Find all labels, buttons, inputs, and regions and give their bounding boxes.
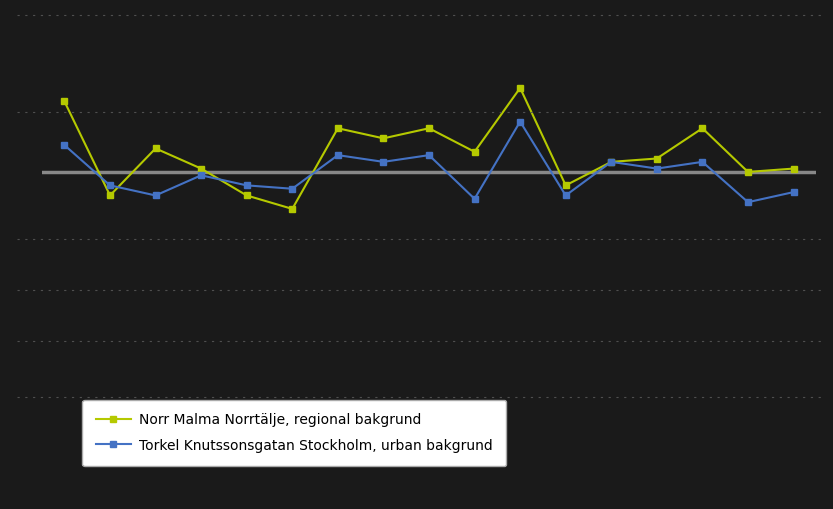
Torkel Knutssonsgatan Stockholm, urban bakgrund — [333, 152, 343, 158]
Torkel Knutssonsgatan Stockholm, urban bakgrund — [652, 165, 662, 172]
Norr Malma Norrtälje, regional bakgrund — [242, 192, 252, 199]
Torkel Knutssonsgatan Stockholm, urban bakgrund — [697, 159, 707, 165]
Norr Malma Norrtälje, regional bakgrund — [789, 165, 799, 172]
Norr Malma Norrtälje, regional bakgrund — [606, 159, 616, 165]
Torkel Knutssonsgatan Stockholm, urban bakgrund — [105, 182, 115, 188]
Legend: Norr Malma Norrtälje, regional bakgrund, Torkel Knutssonsgatan Stockholm, urban : Norr Malma Norrtälje, regional bakgrund,… — [82, 400, 506, 466]
Torkel Knutssonsgatan Stockholm, urban bakgrund — [424, 152, 434, 158]
Torkel Knutssonsgatan Stockholm, urban bakgrund — [287, 186, 297, 192]
Norr Malma Norrtälje, regional bakgrund — [378, 135, 388, 142]
Norr Malma Norrtälje, regional bakgrund — [196, 165, 206, 172]
Torkel Knutssonsgatan Stockholm, urban bakgrund — [606, 159, 616, 165]
Norr Malma Norrtälje, regional bakgrund — [424, 125, 434, 131]
Torkel Knutssonsgatan Stockholm, urban bakgrund — [561, 192, 571, 199]
Norr Malma Norrtälje, regional bakgrund — [333, 125, 343, 131]
Torkel Knutssonsgatan Stockholm, urban bakgrund — [470, 196, 480, 202]
Norr Malma Norrtälje, regional bakgrund — [151, 146, 161, 152]
Line: Norr Malma Norrtälje, regional bakgrund: Norr Malma Norrtälje, regional bakgrund — [62, 85, 796, 212]
Norr Malma Norrtälje, regional bakgrund — [697, 125, 707, 131]
Norr Malma Norrtälje, regional bakgrund — [470, 149, 480, 155]
Norr Malma Norrtälje, regional bakgrund — [561, 182, 571, 188]
Norr Malma Norrtälje, regional bakgrund — [743, 169, 753, 175]
Norr Malma Norrtälje, regional bakgrund — [652, 155, 662, 161]
Norr Malma Norrtälje, regional bakgrund — [59, 98, 69, 104]
Norr Malma Norrtälje, regional bakgrund — [105, 192, 115, 199]
Torkel Knutssonsgatan Stockholm, urban bakgrund — [242, 182, 252, 188]
Norr Malma Norrtälje, regional bakgrund — [515, 85, 525, 91]
Norr Malma Norrtälje, regional bakgrund — [287, 206, 297, 212]
Torkel Knutssonsgatan Stockholm, urban bakgrund — [59, 142, 69, 148]
Torkel Knutssonsgatan Stockholm, urban bakgrund — [196, 172, 206, 178]
Torkel Knutssonsgatan Stockholm, urban bakgrund — [378, 159, 388, 165]
Torkel Knutssonsgatan Stockholm, urban bakgrund — [743, 199, 753, 205]
Torkel Knutssonsgatan Stockholm, urban bakgrund — [515, 119, 525, 125]
Line: Torkel Knutssonsgatan Stockholm, urban bakgrund: Torkel Knutssonsgatan Stockholm, urban b… — [62, 119, 796, 205]
Torkel Knutssonsgatan Stockholm, urban bakgrund — [151, 192, 161, 199]
Torkel Knutssonsgatan Stockholm, urban bakgrund — [789, 189, 799, 195]
